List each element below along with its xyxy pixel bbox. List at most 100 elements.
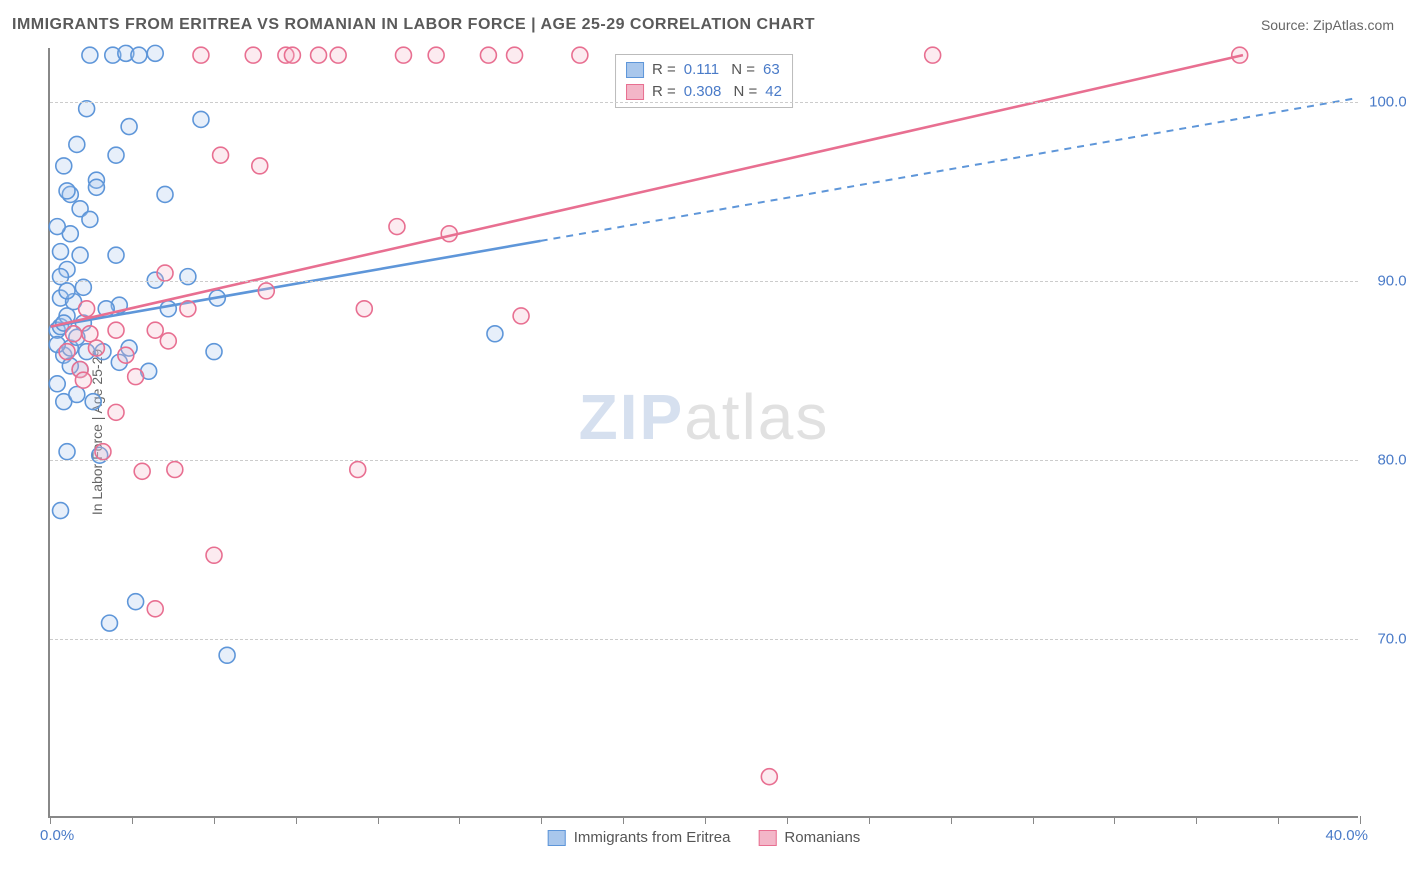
data-point (128, 594, 144, 610)
data-point (252, 158, 268, 174)
data-point (53, 503, 69, 519)
legend-r-0: 0.111 (684, 59, 719, 81)
data-point (95, 444, 111, 460)
data-point (193, 47, 209, 63)
x-tick (623, 816, 624, 824)
data-point (157, 265, 173, 281)
x-tick (296, 816, 297, 824)
legend-r-label: R = (652, 81, 676, 103)
legend-row-0: R = 0.111 N = 63 (626, 59, 782, 81)
data-point (487, 326, 503, 342)
x-tick (869, 816, 870, 824)
data-point (53, 244, 69, 260)
chart-title: IMMIGRANTS FROM ERITREA VS ROMANIAN IN L… (12, 16, 815, 34)
data-point (513, 308, 529, 324)
data-point (147, 45, 163, 61)
data-point (258, 283, 274, 299)
legend-n-label: N = (729, 81, 757, 103)
data-point (121, 119, 137, 135)
data-point (396, 47, 412, 63)
x-axis-min-label: 0.0% (40, 827, 74, 844)
data-point (72, 247, 88, 263)
x-tick (378, 816, 379, 824)
legend-swatch-0 (626, 62, 644, 78)
data-point (88, 179, 104, 195)
source-attribution: Source: ZipAtlas.com (1261, 17, 1394, 33)
y-tick-label: 80.0% (1377, 451, 1406, 468)
data-point (193, 111, 209, 127)
data-point (284, 47, 300, 63)
x-axis-max-label: 40.0% (1325, 827, 1368, 844)
legend-r-label: R = (652, 59, 676, 81)
gridline (50, 102, 1358, 103)
legend-bottom-label-0: Immigrants from Eritrea (574, 829, 731, 846)
data-point (213, 147, 229, 163)
data-point (761, 769, 777, 785)
y-tick-label: 100.0% (1369, 93, 1406, 110)
x-tick (1360, 816, 1361, 824)
data-point (69, 136, 85, 152)
x-tick (50, 816, 51, 824)
data-point (108, 404, 124, 420)
data-point (330, 47, 346, 63)
y-tick-label: 90.0% (1377, 272, 1406, 289)
data-point (79, 101, 95, 117)
data-point (389, 219, 405, 235)
data-point (79, 301, 95, 317)
x-tick (1033, 816, 1034, 824)
x-tick (1196, 816, 1197, 824)
data-point (134, 463, 150, 479)
data-point (128, 369, 144, 385)
data-point (180, 269, 196, 285)
legend-r-1: 0.308 (684, 81, 722, 103)
data-point (85, 394, 101, 410)
data-point (219, 647, 235, 663)
x-tick (459, 816, 460, 824)
data-point (59, 444, 75, 460)
legend-n-label: N = (727, 59, 755, 81)
data-point (118, 347, 134, 363)
data-point (572, 47, 588, 63)
legend-bottom-label-1: Romanians (784, 829, 860, 846)
x-tick (214, 816, 215, 824)
plot-area: In Labor Force | Age 25-29 0.0% 40.0% ZI… (48, 48, 1358, 818)
data-point (480, 47, 496, 63)
data-point (428, 47, 444, 63)
legend-swatch-1 (626, 84, 644, 100)
data-point (59, 183, 75, 199)
data-point (356, 301, 372, 317)
x-tick (132, 816, 133, 824)
legend-n-0: 63 (763, 59, 780, 81)
data-point (180, 301, 196, 317)
x-tick (1278, 816, 1279, 824)
legend-bottom-swatch-1 (758, 830, 776, 846)
legend-n-1: 42 (765, 81, 782, 103)
x-tick (541, 816, 542, 824)
data-point (350, 462, 366, 478)
x-tick (787, 816, 788, 824)
data-point (160, 333, 176, 349)
data-point (311, 47, 327, 63)
data-point (59, 344, 75, 360)
gridline (50, 639, 1358, 640)
data-point (66, 326, 82, 342)
data-point (49, 219, 65, 235)
data-point (157, 186, 173, 202)
y-tick-label: 70.0% (1377, 630, 1406, 647)
data-point (59, 283, 75, 299)
x-tick (705, 816, 706, 824)
gridline (50, 460, 1358, 461)
legend-bottom-swatch-0 (548, 830, 566, 846)
correlation-legend: R = 0.111 N = 63 R = 0.308 N = 42 (615, 54, 793, 108)
data-point (206, 547, 222, 563)
data-point (108, 147, 124, 163)
legend-item-0: Immigrants from Eritrea (548, 829, 731, 846)
data-point (102, 615, 118, 631)
data-point (147, 322, 163, 338)
series-legend: Immigrants from Eritrea Romanians (548, 829, 861, 846)
data-point (167, 462, 183, 478)
trend-line-extension (541, 98, 1358, 241)
data-point (206, 344, 222, 360)
data-point (925, 47, 941, 63)
data-point (245, 47, 261, 63)
